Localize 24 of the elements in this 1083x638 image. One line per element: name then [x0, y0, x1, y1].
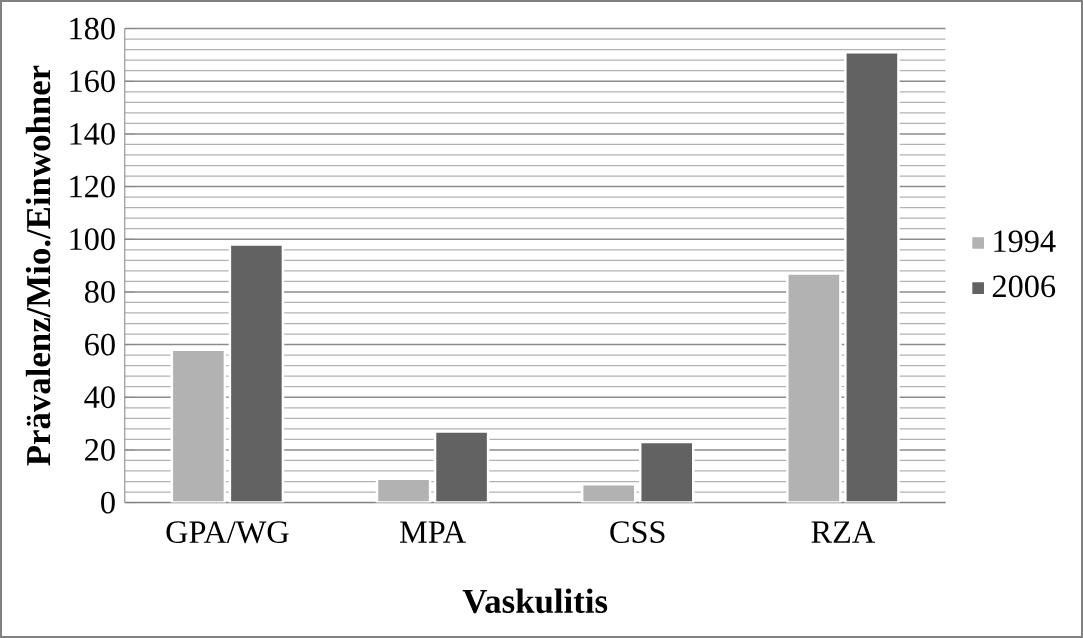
bar [228, 243, 285, 503]
y-axis-title: Prävalenz/Mio./Einwohner [25, 65, 51, 466]
x-axis-title: Vaskulitis [462, 588, 608, 614]
y-tick-label: 160 [70, 70, 115, 93]
bar [433, 430, 490, 503]
x-tick-label: RZA [811, 521, 875, 543]
x-tick-label: CSS [610, 521, 665, 544]
y-tick-label: 0 [101, 491, 115, 514]
y-tick-label: 60 [85, 333, 115, 356]
legend-label: 1994 [994, 230, 1056, 253]
y-tick-label: 40 [84, 386, 115, 409]
y-tick-label: 100 [70, 228, 115, 251]
y-tick-label: 120 [70, 175, 115, 198]
y-tick-label: 180 [70, 17, 115, 40]
bar [844, 51, 900, 503]
y-tick-label: 80 [84, 281, 115, 303]
x-tick-label: MPA [399, 521, 466, 543]
bar [786, 272, 842, 503]
legend-label: 2006 [992, 275, 1056, 298]
y-tick-label: 20 [85, 439, 115, 461]
x-tick-label: GPA/WG [166, 521, 289, 544]
y-tick-label: 140 [70, 123, 115, 145]
bar [638, 440, 695, 503]
bar [170, 348, 227, 503]
